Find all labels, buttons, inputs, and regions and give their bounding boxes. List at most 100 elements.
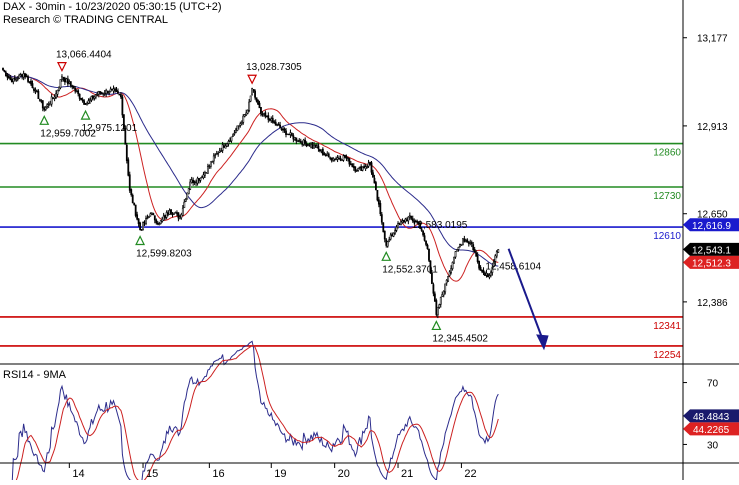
price-tick-label: 12,913: [697, 122, 728, 133]
candle: [122, 114, 125, 131]
candle: [436, 306, 439, 319]
candle: [181, 205, 184, 217]
price-tick-label: 12,650: [697, 210, 728, 221]
candle: [109, 86, 112, 93]
candle-body: [96, 93, 99, 95]
candle-body: [339, 157, 342, 161]
candle: [58, 86, 60, 92]
candle-body: [274, 121, 277, 126]
candle-body: [105, 89, 108, 94]
candle-body: [19, 74, 22, 77]
candle-body: [282, 128, 284, 131]
candle-body: [488, 275, 491, 278]
candle: [296, 139, 299, 142]
candle: [125, 142, 128, 164]
candle-body: [62, 76, 65, 80]
candle-body: [71, 85, 74, 88]
candle-body: [164, 214, 167, 218]
price-tag-label: 12,543.1: [692, 245, 731, 256]
candle: [83, 99, 85, 105]
candle: [180, 212, 183, 220]
candle-body: [341, 159, 343, 161]
candle-body: [2, 67, 4, 71]
candle: [438, 303, 441, 309]
candle-body: [232, 134, 234, 137]
candle: [94, 94, 97, 100]
candle-body: [153, 215, 156, 221]
candle: [302, 138, 305, 147]
candle: [224, 143, 227, 149]
candle: [376, 190, 379, 202]
candle: [347, 157, 349, 162]
candle-body: [492, 261, 495, 267]
annotation-label: 12,959.7002: [40, 128, 96, 139]
candle: [7, 73, 10, 79]
candle-body: [131, 194, 134, 204]
candle-body: [476, 255, 479, 262]
level-label: 12341: [653, 321, 681, 332]
candle: [314, 144, 317, 148]
candle-body: [43, 107, 46, 110]
candle-body: [189, 181, 192, 190]
candle: [201, 175, 203, 179]
candle: [124, 125, 127, 145]
price-tag-box: [683, 255, 739, 269]
candle: [186, 192, 189, 200]
candle-body: [251, 88, 254, 96]
candle-body: [174, 212, 177, 214]
candle-body: [130, 189, 133, 196]
candle: [105, 88, 108, 97]
candle: [441, 291, 444, 298]
candle-body: [34, 89, 37, 92]
candle-body: [227, 141, 230, 144]
candle-body: [366, 166, 368, 168]
candle-body: [370, 162, 373, 173]
candle: [143, 220, 146, 227]
candle-body: [152, 213, 155, 216]
candle-body: [127, 159, 130, 176]
candle: [307, 143, 310, 147]
candle: [44, 105, 47, 112]
candle: [237, 125, 240, 130]
candle: [99, 91, 102, 95]
candle: [158, 222, 161, 226]
candle-body: [49, 102, 52, 106]
candle-body: [223, 145, 226, 148]
candle: [279, 121, 282, 129]
candle: [313, 141, 315, 149]
candle: [386, 240, 389, 248]
candle: [120, 92, 122, 99]
candle: [375, 180, 377, 191]
candle-body: [137, 218, 140, 224]
candle: [422, 230, 424, 237]
candle-body: [13, 77, 16, 80]
candle-body: [382, 222, 385, 233]
candle: [317, 143, 320, 152]
candle: [86, 101, 88, 106]
candle: [380, 212, 383, 225]
candle: [33, 87, 35, 93]
candle-body: [22, 73, 25, 78]
candle-body: [285, 130, 287, 135]
candle-body: [224, 145, 227, 149]
candle-body: [109, 88, 112, 92]
candle-body: [283, 128, 286, 131]
candle-body: [361, 166, 364, 171]
candle-body: [234, 129, 237, 133]
candle: [373, 174, 376, 184]
candle: [165, 210, 168, 220]
candle-body: [100, 92, 103, 94]
candle: [193, 180, 196, 186]
candle: [161, 216, 164, 223]
candle: [214, 153, 217, 159]
candle-body: [320, 149, 323, 152]
candle: [463, 235, 466, 243]
candle: [360, 164, 363, 171]
candle-body: [233, 132, 236, 135]
candle: [329, 156, 332, 161]
candle: [40, 99, 43, 104]
candle: [428, 248, 430, 263]
candle: [146, 214, 149, 220]
candle-body: [240, 122, 243, 125]
candle-body: [310, 144, 312, 148]
